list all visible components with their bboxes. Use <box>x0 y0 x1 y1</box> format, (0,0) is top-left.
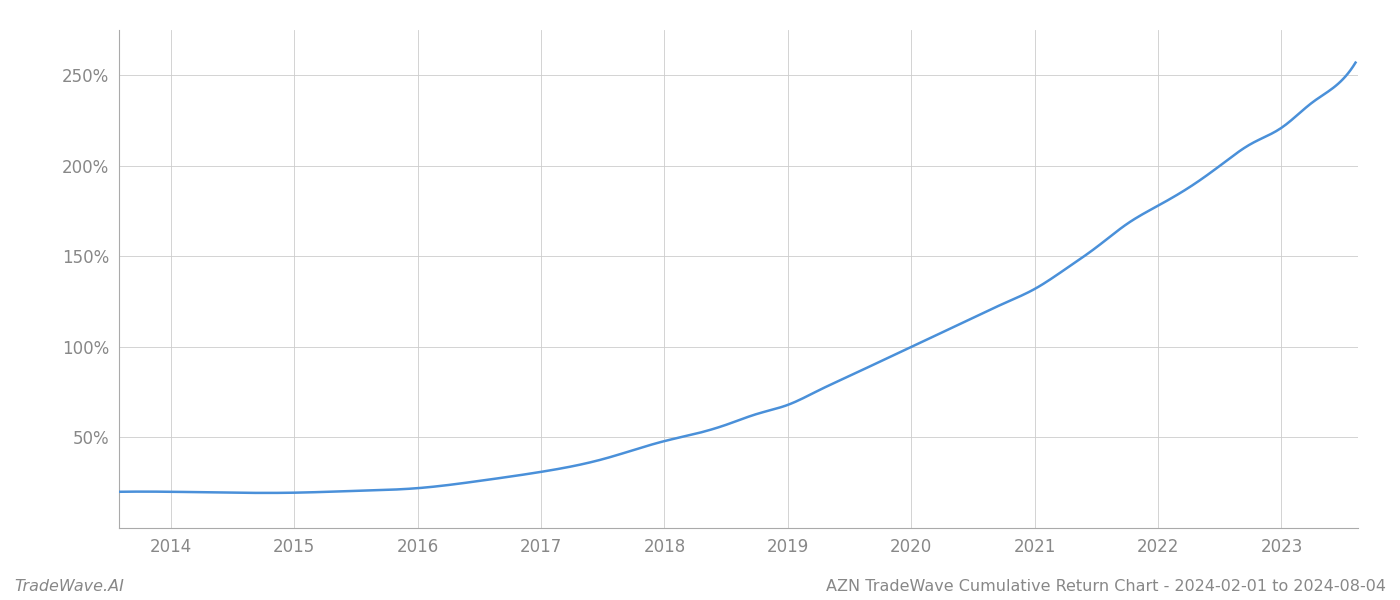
Text: TradeWave.AI: TradeWave.AI <box>14 579 123 594</box>
Text: AZN TradeWave Cumulative Return Chart - 2024-02-01 to 2024-08-04: AZN TradeWave Cumulative Return Chart - … <box>826 579 1386 594</box>
